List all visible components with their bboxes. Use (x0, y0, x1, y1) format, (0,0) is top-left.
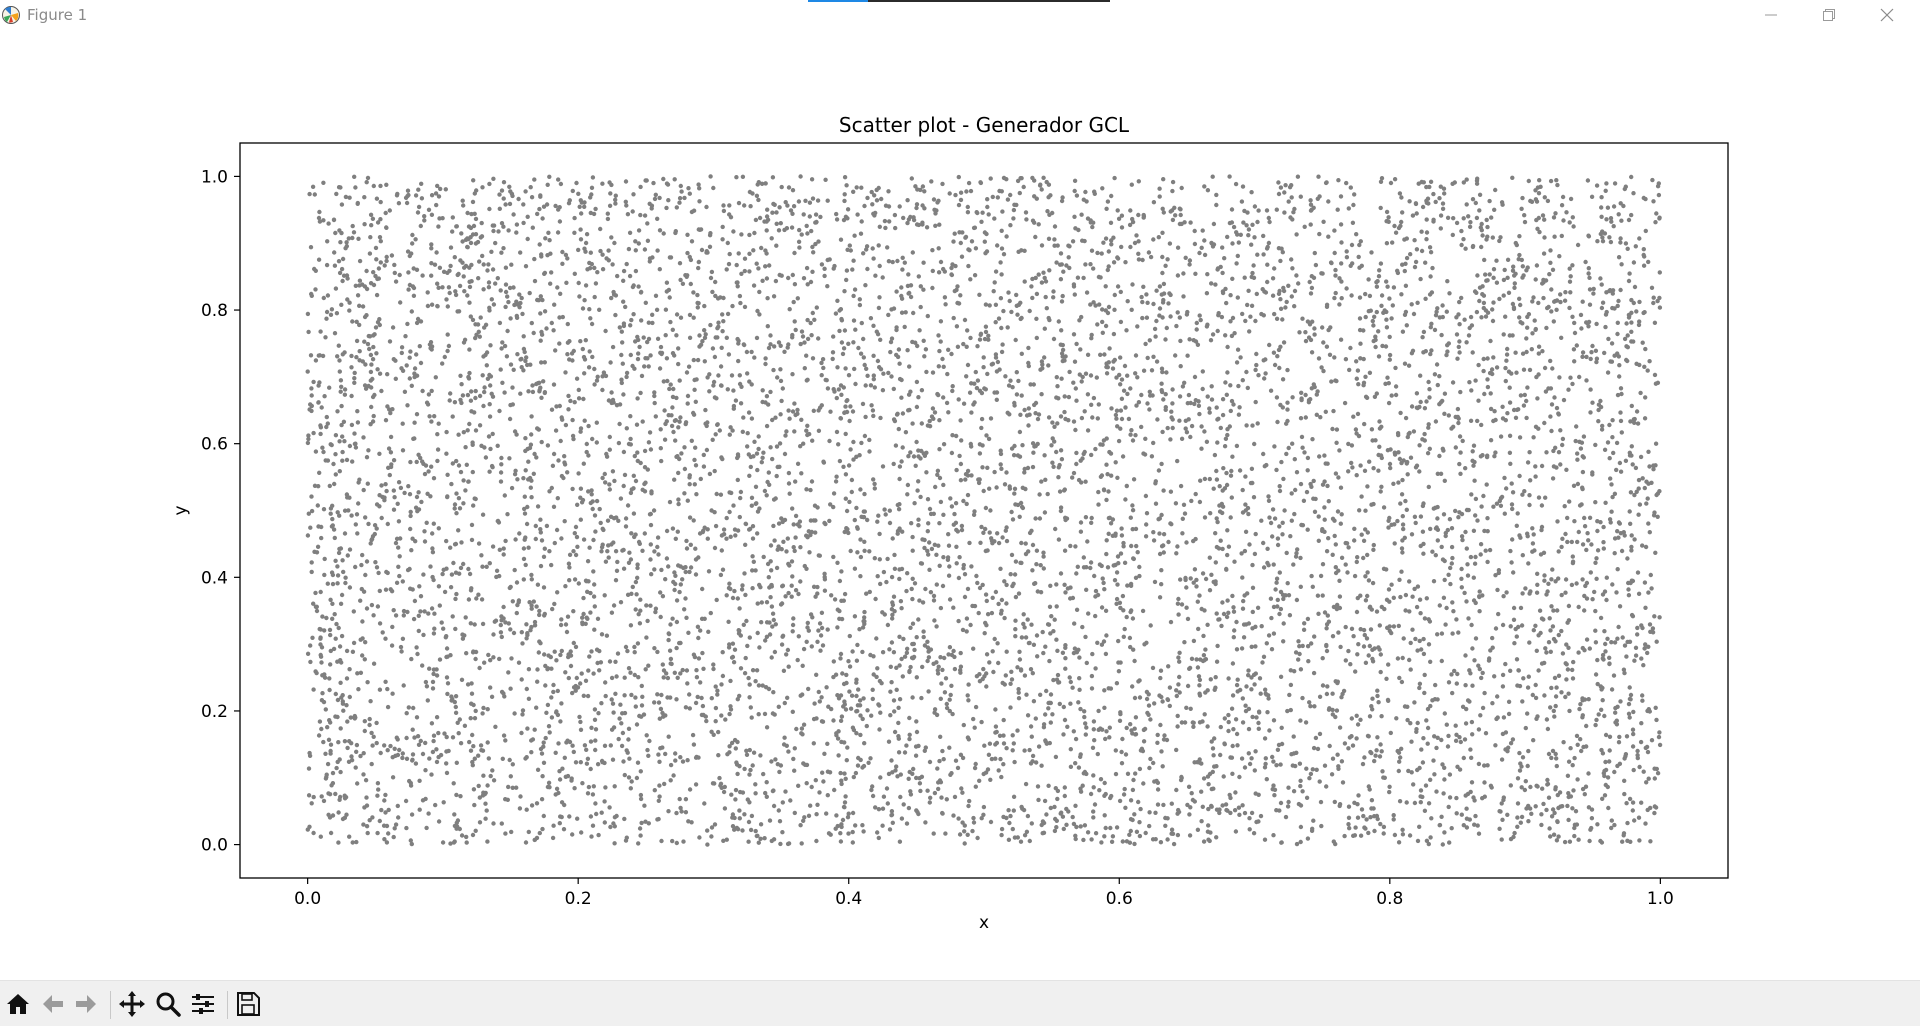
home-button[interactable] (2, 989, 34, 1019)
scatter-chart[interactable]: 0.0 0.2 0.4 0.6 0.8 1.0 0.0 0.2 0.4 0.6 0.8 1.0 Sc… (0, 30, 1920, 980)
y-axis-label: y (171, 505, 191, 515)
maximize-button[interactable] (1800, 0, 1858, 30)
save-floppy-icon (237, 992, 260, 1016)
back-arrow-icon (43, 995, 63, 1013)
app-icon (2, 6, 20, 24)
minimize-button[interactable] (1742, 0, 1800, 30)
y-tick-label: 0.2 (201, 702, 228, 722)
x-tick-label: 1.0 (1647, 889, 1674, 909)
navigation-toolbar (0, 980, 1920, 1026)
y-axis-ticks: 0.0 0.2 0.4 0.6 0.8 1.0 (201, 167, 240, 856)
x-axis-label: x (979, 913, 989, 933)
x-tick-label: 0.6 (1106, 889, 1133, 909)
minimize-icon (1765, 14, 1777, 16)
y-tick-label: 0.6 (201, 435, 228, 455)
toolbar-separator (110, 991, 111, 1019)
figure-canvas[interactable]: 0.0 0.2 0.4 0.6 0.8 1.0 0.0 0.2 0.4 0.6 0.8 1.0 Sc… (0, 30, 1920, 980)
restore-icon (1823, 9, 1835, 21)
close-button[interactable] (1858, 0, 1916, 30)
pan-button[interactable] (116, 989, 148, 1019)
title-bar[interactable]: Figure 1 (0, 0, 1920, 30)
loading-progress-bar (808, 0, 1110, 2)
forward-button[interactable] (70, 989, 102, 1019)
y-tick-label: 0.8 (201, 301, 228, 321)
zoom-magnifier-icon (156, 992, 181, 1017)
x-tick-label: 0.8 (1376, 889, 1403, 909)
zoom-button[interactable] (152, 989, 184, 1019)
window-title: Figure 1 (27, 6, 88, 24)
scatter-point-cloud (305, 174, 1663, 847)
home-icon (7, 994, 29, 1014)
y-tick-label: 1.0 (201, 167, 228, 187)
x-tick-label: 0.4 (835, 889, 862, 909)
chart-title: Scatter plot - Generador GCL (839, 113, 1130, 137)
configure-subplots-icon (192, 994, 214, 1014)
x-tick-label: 0.2 (565, 889, 592, 909)
x-axis-ticks: 0.0 0.2 0.4 0.6 0.8 1.0 (294, 878, 1674, 909)
loading-progress-fill (808, 0, 869, 2)
back-button[interactable] (37, 989, 69, 1019)
scatter-points (305, 174, 1663, 847)
toolbar-separator (227, 991, 228, 1019)
save-button[interactable] (232, 989, 264, 1019)
y-tick-label: 0.0 (201, 836, 228, 856)
pan-move-icon (119, 991, 145, 1017)
y-tick-label: 0.4 (201, 568, 228, 588)
axes-frame (239, 142, 1729, 879)
x-tick-label: 0.0 (294, 889, 321, 909)
forward-arrow-icon (76, 995, 96, 1013)
close-icon (1880, 8, 1894, 22)
configure-subplots-button[interactable] (187, 989, 219, 1019)
